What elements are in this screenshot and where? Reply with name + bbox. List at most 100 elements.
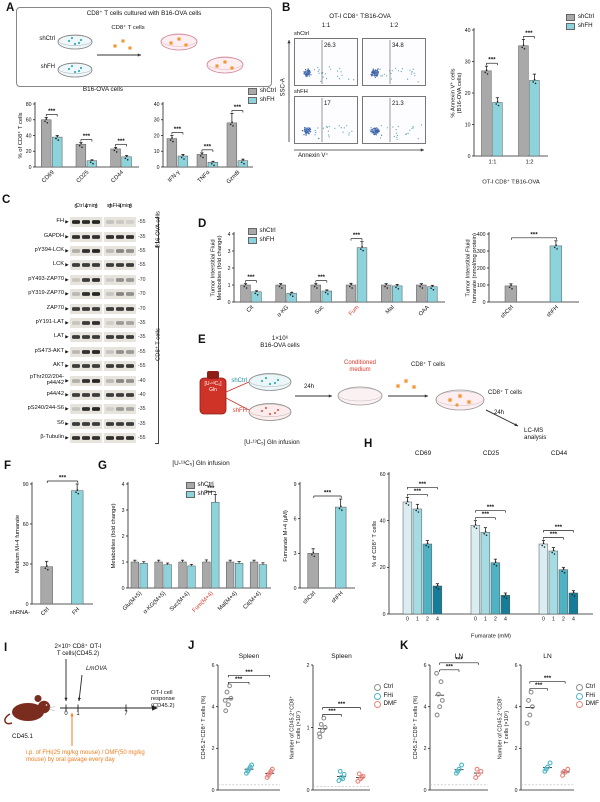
svg-text:4: 4 xyxy=(212,704,215,710)
svg-text:0: 0 xyxy=(474,617,477,623)
panel-j: J Spleen 0 2 4 6 CD45.2⁺CD8⁺ T cells (%) *** **… xyxy=(186,640,400,800)
svg-text:1: 1 xyxy=(307,725,310,731)
legend-item: DMF xyxy=(576,701,599,708)
legend-label: shCtrl xyxy=(259,227,276,235)
svg-text:0: 0 xyxy=(212,788,215,794)
panel-c-letter: C xyxy=(2,194,11,206)
svg-text:0: 0 xyxy=(26,602,29,608)
legend-item: shCtrl xyxy=(186,482,214,489)
mw-label: -55 xyxy=(138,348,146,355)
legend-swatch-icon xyxy=(566,22,576,30)
panel-f-letter: F xyxy=(4,460,12,472)
svg-text:***: *** xyxy=(328,708,336,715)
svg-text:40: 40 xyxy=(154,102,160,108)
legend-swatch-icon xyxy=(374,692,381,700)
legend-label: Ctrl xyxy=(383,683,394,691)
mw-label: -70 xyxy=(138,291,146,298)
legend-swatch-icon xyxy=(576,684,583,691)
blot-row: pY191-LAT ▶ -35 xyxy=(6,316,156,330)
svg-text:TNFα: TNFα xyxy=(197,169,212,184)
svg-text:1: 1 xyxy=(484,617,487,623)
legend-item: FHi xyxy=(374,692,397,700)
legend-swatch-icon xyxy=(248,228,257,235)
protein-label: pS473-AKT xyxy=(34,347,64,354)
panel-g-title: [U-¹³C₅] Gln infusion xyxy=(172,460,230,467)
mw-label: -70 xyxy=(138,305,146,312)
blot-arrow-icon: ▶ xyxy=(65,334,69,340)
protein-label: LCK xyxy=(52,261,64,268)
svg-text:100: 100 xyxy=(477,283,486,289)
svg-text:***: *** xyxy=(234,104,242,111)
svg-text:30: 30 xyxy=(154,118,160,124)
legend-label: FHi xyxy=(585,691,596,699)
mw-label: -55 xyxy=(138,435,146,442)
legend-treatments: Ctrl FHi DMF xyxy=(576,684,599,708)
legend-swatch-icon xyxy=(576,692,583,700)
day-7: 7 xyxy=(124,711,128,717)
svg-text:0: 0 xyxy=(406,617,409,623)
svg-text:***: *** xyxy=(555,524,563,531)
svg-text:Mal(M+4): Mal(M+4) xyxy=(217,591,239,613)
svg-text:Fum: Fum xyxy=(348,305,361,318)
svg-text:OAA: OAA xyxy=(418,305,431,318)
blot-row: LCK ▶ -55 xyxy=(6,258,156,272)
svg-text:***: *** xyxy=(455,656,463,663)
protein-label: pY191-LAT xyxy=(35,319,64,326)
svg-text:20: 20 xyxy=(154,133,160,139)
svg-text:3: 3 xyxy=(122,508,125,514)
legend-label: shFH xyxy=(197,489,213,497)
svg-text:0: 0 xyxy=(468,154,471,160)
svg-text:T cells (×10⁷): T cells (×10⁷) xyxy=(295,711,302,744)
panel-k-letter: K xyxy=(400,640,409,652)
blot-arrow-icon: ▶ xyxy=(65,319,69,325)
e-24h-2: 24h xyxy=(494,410,505,416)
legend-swatch-icon xyxy=(248,96,258,104)
svg-text:***: *** xyxy=(488,57,496,64)
legend-label: DMF xyxy=(585,700,599,708)
svg-text:(B16-OVA cells): (B16-OVA cells) xyxy=(457,73,463,114)
svg-text:***: *** xyxy=(247,274,255,281)
mw-label: -40 xyxy=(138,391,146,398)
svg-text:0: 0 xyxy=(383,612,386,618)
svg-text:90: 90 xyxy=(23,482,29,488)
svg-text:α-KG(M+5): α-KG(M+5) xyxy=(142,591,167,616)
svg-text:***: *** xyxy=(338,701,346,708)
svg-text:***: *** xyxy=(59,475,67,482)
svg-text:2: 2 xyxy=(424,746,427,752)
ssc-axis-arrow-icon xyxy=(286,38,292,144)
cd8-arrow-label: CD8⁺ T cells xyxy=(111,25,145,31)
svg-text:1: 1 xyxy=(552,617,555,623)
svg-text:21.3: 21.3 xyxy=(392,101,404,107)
svg-text:1: 1 xyxy=(416,617,419,623)
svg-text:2: 2 xyxy=(228,266,231,272)
legend-label: shCtrl xyxy=(259,87,276,95)
svg-text:***: *** xyxy=(544,675,552,682)
svg-text:2: 2 xyxy=(212,746,215,752)
blot-row: S6 ▶ -35 xyxy=(6,417,156,431)
lane-number: 4 xyxy=(84,204,88,210)
svg-text:% of CD8⁺ T cells: % of CD8⁺ T cells xyxy=(371,521,378,567)
svg-text:1: 1 xyxy=(228,283,231,289)
svg-text:CD45.2⁺CD8⁺ T cells (%): CD45.2⁺CD8⁺ T cells (%) xyxy=(412,695,419,759)
legend-label: shFH xyxy=(259,235,275,243)
blot-arrow-icon: ▶ xyxy=(65,291,69,297)
legend-label: shCtrl xyxy=(197,481,214,489)
flow-ratio-headers: 1:1 1:2 xyxy=(294,23,426,29)
svg-text:***: *** xyxy=(550,531,558,538)
legend-swatch-icon xyxy=(374,701,381,708)
blot-row: pS240/244-S6 ▶ -35 xyxy=(6,402,156,416)
svg-text:0: 0 xyxy=(515,788,518,794)
spleen-percent-dot-plot: Spleen 0 2 4 6 CD45.2⁺CD8⁺ T cells (%) *** *** xyxy=(194,650,282,798)
blot-row: β-Tubulin ▶ -55 xyxy=(6,431,156,445)
legend-item: shCtrl xyxy=(248,228,276,235)
svg-text:34.8: 34.8 xyxy=(392,43,404,49)
legend-item: FHi xyxy=(576,691,599,700)
panel-d-letter: D xyxy=(198,218,207,230)
svg-text:Medium M+4 fumarate: Medium M+4 fumarate xyxy=(15,515,21,573)
blot-row: pS473-AKT ▶ -55 xyxy=(6,345,156,359)
svg-text:OT-I CD8⁺ T:B16-OVA: OT-I CD8⁺ T:B16-OVA xyxy=(482,179,540,186)
svg-text:Fumarate M+4 (μM): Fumarate M+4 (μM) xyxy=(283,510,289,562)
svg-text:6: 6 xyxy=(515,663,518,669)
